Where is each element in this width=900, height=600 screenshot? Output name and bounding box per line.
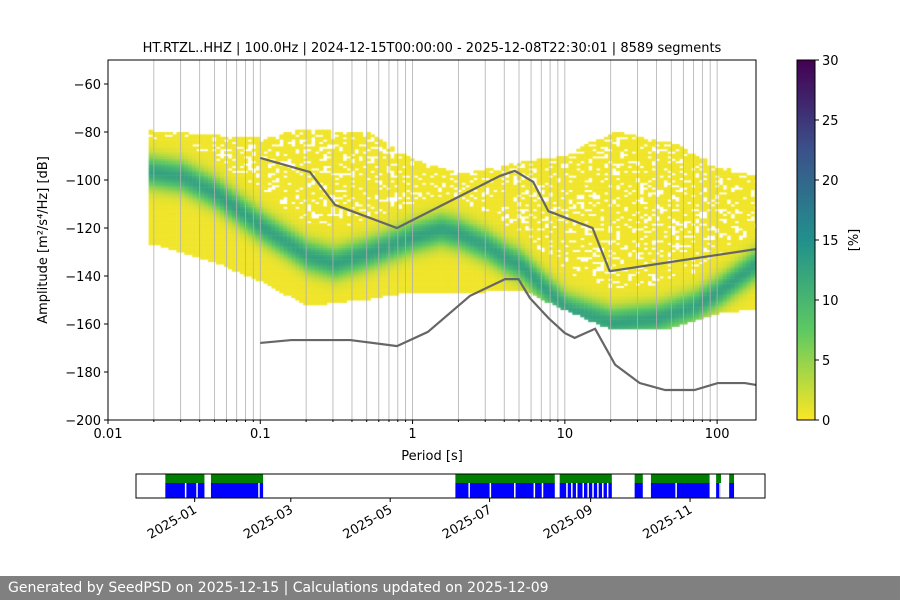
date-tick-label: 2025-09	[541, 502, 596, 542]
date-tick-label: 2025-01	[145, 502, 200, 542]
date-tick-label: 2025-11	[640, 502, 695, 542]
availability-gap	[571, 483, 573, 498]
data-availability-bar	[634, 474, 643, 483]
x-axis-label: Period [s]	[401, 449, 463, 464]
colorbar-label: [%]	[847, 229, 862, 252]
x-tick-label: 10	[557, 427, 574, 442]
processed-availability-bar	[650, 483, 710, 498]
plot-frame	[107, 59, 757, 421]
y-tick-label: −160	[65, 318, 101, 333]
nlnm-line	[260, 278, 757, 392]
availability-gap	[196, 483, 198, 498]
x-tick-label: 100	[705, 427, 730, 442]
data-availability-bar	[559, 474, 612, 483]
y-axis-label: Amplitude [m²/s⁴/Hz] [dB]	[36, 156, 51, 324]
nhnm-line	[259, 156, 757, 273]
x-tick-label: 0.01	[94, 427, 123, 442]
availability-gap	[566, 483, 568, 498]
data-availability-bar	[210, 474, 264, 483]
availability-gap	[184, 483, 187, 498]
y-tick-label: −120	[65, 222, 101, 237]
y-tick-label: −100	[65, 174, 101, 189]
psd-density-heatmap	[108, 60, 756, 420]
availability-gap	[489, 483, 492, 498]
footer-status: Generated by SeedPSD on 2025-12-15 | Cal…	[0, 576, 900, 600]
x-tick-label: 1	[408, 427, 416, 442]
availability-gap	[719, 483, 721, 498]
date-tick-label: 2025-07	[440, 502, 495, 542]
colorbar-tick-label: 0	[822, 414, 830, 429]
y-tick-label: −80	[74, 126, 101, 141]
availability-gap	[514, 483, 516, 498]
processed-availability-bar	[716, 483, 722, 498]
processed-availability-bar	[559, 483, 612, 498]
colorbar-tick-label: 30	[822, 54, 839, 69]
availability-gap	[258, 483, 260, 498]
y-tick-label: −60	[74, 78, 101, 93]
colorbar-tick-label: 25	[822, 114, 839, 129]
processed-availability-bar	[455, 483, 555, 498]
availability-gap	[541, 483, 544, 498]
availability-gap	[592, 483, 594, 498]
processed-availability-bar	[634, 483, 643, 498]
availability-gap	[575, 483, 578, 498]
y-tick-label: −140	[65, 270, 101, 285]
chart-title: HT.RTZL..HHZ | 100.0Hz | 2024-12-15T00:0…	[143, 41, 722, 56]
date-tick-label: 2025-05	[341, 502, 396, 542]
availability-gap	[468, 483, 470, 498]
colorbar-tick-label: 20	[822, 174, 839, 189]
data-availability-bar	[650, 474, 710, 483]
availability-gap	[675, 483, 677, 498]
data-availability-bar	[165, 474, 205, 483]
data-availability-bar	[716, 474, 722, 483]
colorbar-gradient	[797, 60, 815, 420]
colorbar-tick-label: 5	[822, 354, 830, 369]
data-availability-bar	[455, 474, 555, 483]
colorbar-tick-label: 15	[822, 234, 839, 249]
availability-gap	[602, 483, 604, 498]
colorbar-tick-label: 10	[822, 294, 839, 309]
date-tick-label: 2025-03	[241, 502, 296, 542]
availability-gap	[587, 483, 589, 498]
x-tick-label: 0.1	[250, 427, 271, 442]
y-tick-label: −180	[65, 366, 101, 381]
availability-gap	[606, 483, 609, 498]
processed-availability-bar	[210, 483, 264, 498]
y-tick-label: −200	[65, 414, 101, 429]
availability-gap	[582, 483, 584, 498]
availability-gap	[597, 483, 599, 498]
data-availability-bar	[729, 474, 735, 483]
availability-frame	[135, 473, 766, 499]
availability-gap	[533, 483, 536, 498]
processed-availability-bar	[729, 483, 735, 498]
colorbar-frame	[796, 59, 816, 421]
